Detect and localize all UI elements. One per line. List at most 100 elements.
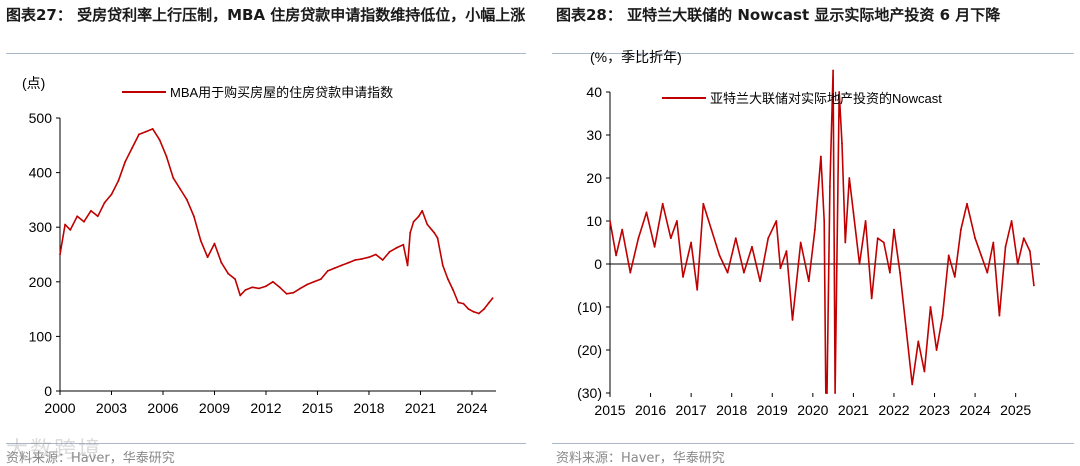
data-point — [953, 276, 956, 278]
left-footer-rule — [6, 443, 526, 444]
data-point — [718, 254, 721, 257]
data-point — [165, 155, 168, 158]
data-point — [959, 228, 962, 231]
data-point — [368, 256, 370, 259]
data-point — [702, 202, 705, 205]
data-point — [734, 237, 737, 240]
x-tick-label: 2024 — [960, 402, 991, 418]
right-title-rule — [552, 53, 1074, 54]
data-point — [433, 231, 436, 234]
data-point — [905, 327, 908, 330]
data-point — [172, 177, 175, 179]
x-tick-label: 2021 — [405, 400, 436, 416]
y-tick-label: 0 — [44, 383, 52, 399]
data-point — [834, 392, 837, 394]
data-point — [395, 247, 398, 249]
data-point — [417, 215, 420, 218]
data-point — [374, 253, 377, 256]
data-point — [409, 231, 412, 234]
nowcast-chart: (%，季比折年) 40 30 20 10 0 (10) (20) (30)2015 2016 201… — [577, 49, 1040, 418]
data-point — [911, 383, 914, 386]
data-point — [726, 271, 729, 274]
data-point — [929, 306, 932, 308]
data-point — [361, 257, 364, 260]
data-point — [813, 228, 816, 231]
data-point — [986, 271, 989, 274]
data-point — [340, 264, 343, 267]
data-point — [775, 220, 778, 222]
data-point — [285, 292, 288, 295]
data-point — [1016, 263, 1019, 265]
data-point — [320, 278, 322, 280]
data-point — [941, 314, 944, 317]
y-tick-label: 500 — [29, 110, 53, 126]
x-tick-label: 2009 — [199, 400, 230, 416]
data-point — [333, 267, 336, 270]
data-point — [179, 188, 182, 190]
y-tick-label: 30 — [586, 127, 602, 143]
y-tick-label: 0 — [594, 256, 602, 272]
y-unit-label: (点) — [22, 75, 45, 91]
data-point — [767, 237, 770, 240]
data-point — [1010, 220, 1013, 222]
x-tick-label: 2020 — [797, 402, 828, 418]
data-point — [192, 215, 195, 218]
left-chart-title: 图表27： 受房贷利率上行压制，MBA 住房贷款申请指数维持低位，小幅上涨 — [6, 6, 526, 24]
data-point — [947, 254, 950, 257]
data-point — [992, 241, 995, 244]
data-point — [838, 91, 841, 93]
data-point — [759, 280, 761, 283]
x-tick-label: 2003 — [96, 400, 127, 416]
x-tick-label: 2023 — [919, 402, 950, 418]
data-point — [213, 242, 216, 245]
x-tick-label: 2025 — [1000, 402, 1031, 418]
data-point — [826, 392, 828, 394]
x-tick-label: 2018 — [353, 400, 384, 416]
data-point — [998, 314, 1001, 317]
data-point — [467, 308, 470, 310]
data-point — [258, 287, 261, 290]
data-point — [1033, 284, 1035, 287]
data-point — [234, 278, 236, 280]
data-point — [158, 138, 161, 141]
data-point — [406, 264, 409, 267]
data-point — [637, 237, 640, 240]
data-point — [893, 228, 895, 231]
right-chart-title: 图表28： 亚特兰大联储的 Nowcast 显示实际地产投资 6 月下降 — [556, 6, 1001, 24]
data-point — [799, 241, 802, 244]
data-point — [59, 253, 61, 256]
data-point — [426, 223, 429, 226]
left-source-note: 资料来源：Haver，华泰研究 — [6, 451, 175, 466]
series-line — [59, 128, 494, 315]
data-point — [742, 271, 745, 274]
data-point — [271, 280, 274, 283]
data-point — [441, 264, 444, 267]
watermark: 大数跨境 — [6, 438, 103, 463]
data-point — [227, 272, 230, 275]
data-point — [682, 276, 684, 278]
data-point — [710, 228, 713, 231]
x-tick-label: 2000 — [44, 400, 75, 416]
data-point — [483, 308, 485, 310]
data-point — [199, 239, 202, 242]
y-tick-label: (30) — [577, 385, 602, 401]
data-point — [974, 237, 976, 240]
legend-label: 亚特兰大联储对实际地产投资的Nowcast — [710, 91, 942, 106]
data-point — [402, 243, 405, 246]
right-footer-rule — [552, 443, 1074, 444]
data-point — [629, 271, 632, 274]
data-point — [472, 310, 475, 313]
y-tick-label: (20) — [577, 342, 602, 358]
y-tick-label: (10) — [577, 299, 602, 315]
data-point — [388, 250, 391, 253]
data-point — [265, 285, 267, 288]
data-point — [381, 259, 384, 261]
data-point — [421, 209, 424, 212]
data-point — [751, 245, 753, 248]
y-tick-label: 10 — [586, 213, 602, 229]
data-point — [186, 199, 188, 201]
data-point — [1028, 250, 1031, 253]
y-tick-label: 40 — [586, 84, 602, 100]
data-point — [980, 254, 983, 257]
y-tick-label: 100 — [29, 328, 53, 344]
